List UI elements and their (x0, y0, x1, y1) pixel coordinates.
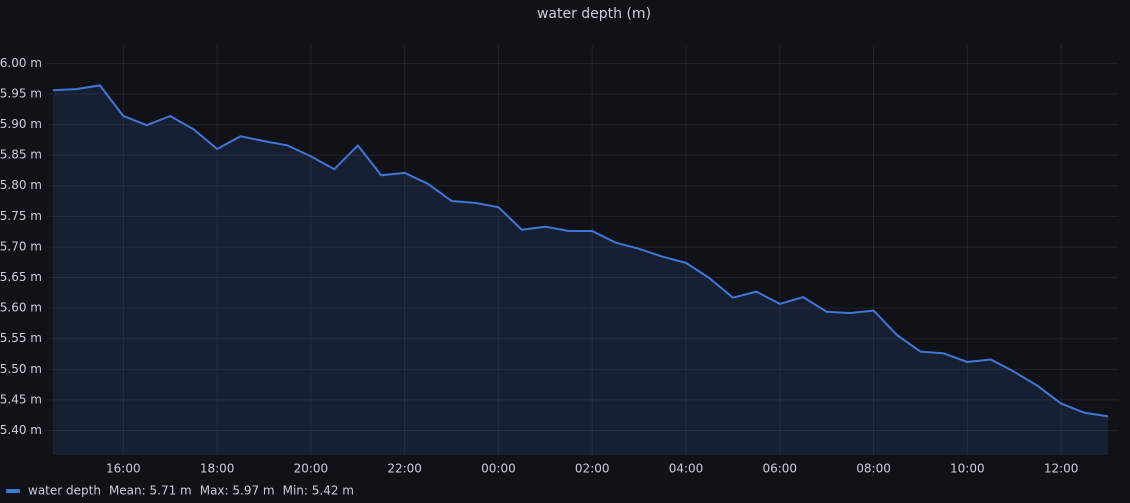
y-tick-label: 5.90 m (0, 117, 42, 131)
x-tick-label: 10:00 (950, 462, 985, 476)
x-tick-label: 16:00 (106, 462, 141, 476)
y-tick-label: 5.50 m (0, 362, 42, 376)
legend-stat: Max: 5.97 m (200, 484, 275, 498)
x-tick-label: 22:00 (387, 462, 422, 476)
x-tick-label: 00:00 (481, 462, 516, 476)
x-tick-label: 18:00 (200, 462, 235, 476)
x-tick-label: 06:00 (762, 462, 797, 476)
y-tick-label: 5.55 m (0, 331, 42, 345)
legend-stat: Mean: 5.71 m (109, 484, 192, 498)
y-tick-label: 5.40 m (0, 423, 42, 437)
y-tick-label: 5.60 m (0, 301, 42, 315)
x-tick-label: 12:00 (1044, 462, 1079, 476)
y-tick-label: 5.65 m (0, 270, 42, 284)
line (52, 84, 1109, 418)
x-tick-label: 04:00 (669, 462, 704, 476)
x-tick-label: 02:00 (575, 462, 610, 476)
y-tick-label: 5.85 m (0, 148, 42, 162)
y-tick-label: 5.80 m (0, 178, 42, 192)
y-tick-label: 5.95 m (0, 86, 42, 100)
legend-stat: Min: 5.42 m (283, 484, 354, 498)
legend-swatch (6, 489, 20, 493)
x-tick-label: 20:00 (294, 462, 329, 476)
legend-label: water depth (28, 484, 101, 498)
x-tick-label: 08:00 (856, 462, 891, 476)
y-tick-label: 5.70 m (0, 239, 42, 253)
chart-title: water depth (m) (537, 6, 651, 22)
y-tick-label: 5.45 m (0, 392, 42, 406)
y-tick-label: 5.75 m (0, 209, 42, 223)
y-tick-label: 6.00 m (0, 56, 42, 70)
area (53, 85, 1108, 456)
